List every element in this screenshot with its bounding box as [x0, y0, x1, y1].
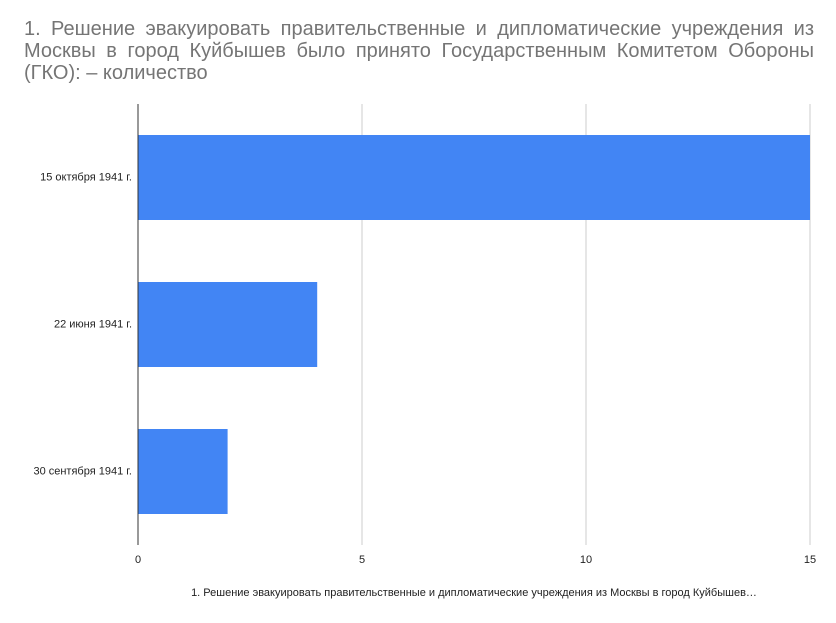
x-tick-label-0: 0 [135, 554, 141, 566]
category-label-0: 15 октября 1941 г. [40, 171, 132, 183]
bar-2 [138, 429, 228, 514]
x-tick-label-3: 15 [804, 554, 816, 566]
x-tick-label-2: 10 [580, 554, 592, 566]
category-label-2: 30 сентября 1941 г. [33, 465, 132, 477]
bar-1 [138, 282, 318, 367]
chart-title: 1. Решение эвакуировать правительственны… [24, 18, 814, 84]
x-axis-title: 1. Решение эвакуировать правительственны… [191, 587, 757, 599]
bar-0 [138, 135, 810, 220]
x-tick-label-1: 5 [359, 554, 365, 566]
category-label-1: 22 июня 1941 г. [54, 318, 132, 330]
